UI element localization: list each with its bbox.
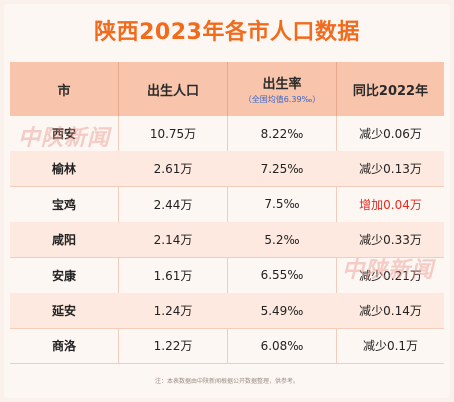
cell-birth-rate: 7.5‰ xyxy=(264,197,300,212)
cell-birth-rate: 8.22‰ xyxy=(260,126,304,141)
header-divider xyxy=(336,62,337,116)
table-row: 榆林 2.61万 7.25‰ 减少0.13万 xyxy=(10,151,444,188)
cell-yoy: 增加0.04万 xyxy=(359,197,422,212)
cell-yoy: 减少0.06万 xyxy=(359,127,422,141)
cell-yoy: 减少0.14万 xyxy=(359,304,422,318)
header-yoy: 同比2022年 xyxy=(337,62,444,116)
header-divider xyxy=(118,62,119,116)
cell-city: 延安 xyxy=(51,304,76,318)
cell-city: 咸阳 xyxy=(51,233,76,248)
header-city-label: 市 xyxy=(57,83,71,99)
header-birth-rate-note: （全国均值6.39‰） xyxy=(243,95,321,104)
cell-city: 商洛 xyxy=(51,339,76,354)
cell-yoy: 减少0.33万 xyxy=(359,233,422,248)
cell-births: 1.22万 xyxy=(153,339,193,354)
cell-births: 2.61万 xyxy=(153,162,193,177)
table-row: 商洛 1.22万 6.08‰ 减少0.1万 xyxy=(10,328,444,365)
page-title: 陕西2023年各市人口数据 xyxy=(94,20,360,45)
cell-city: 榆林 xyxy=(51,162,76,177)
table-header: 市 出生人口 出生率 （全国均值6.39‰） 同比2022年 xyxy=(10,62,444,116)
table-row: 咸阳 2.14万 5.2‰ 减少0.33万 xyxy=(10,222,444,259)
header-birth-rate-label: 出生率 xyxy=(262,77,302,92)
header-births-label: 出生人口 xyxy=(146,83,199,99)
table-row: 安康 1.61万 6.55‰ 减少0.21万 xyxy=(10,258,444,294)
watermark: 中陕新闻 xyxy=(342,258,435,283)
table-body: 西安 10.75万 8.22‰ 减少0.06万榆林 2.61万 7.25‰ 减少0.13万宝… xyxy=(10,116,444,365)
watermark: 中陕新闻 xyxy=(18,126,111,151)
cell-city: 安康 xyxy=(51,268,76,283)
data-card: 陕西2023年各市人口数据 市 出生人口 出生率 （全国均值6.39‰） 同比2… xyxy=(4,4,450,398)
cell-city: 宝鸡 xyxy=(51,197,76,212)
cell-birth-rate: 6.55‰ xyxy=(260,268,304,283)
cell-yoy: 减少0.13万 xyxy=(359,162,422,177)
cell-birth-rate: 7.25‰ xyxy=(260,161,304,176)
header-births: 出生人口 xyxy=(119,62,227,116)
cell-birth-rate: 6.08‰ xyxy=(260,338,304,353)
table-row: 延安 1.24万 5.49‰ 减少0.14万 xyxy=(10,293,444,329)
cell-birth-rate: 5.49‰ xyxy=(260,303,304,318)
header-divider xyxy=(227,62,228,116)
cell-births: 10.75万 xyxy=(149,127,197,141)
cell-city: 西安 xyxy=(51,127,76,141)
footer-note: 注：本表数据由中陕新闻根据公开数据整理，供参考。 xyxy=(154,378,299,385)
cell-birth-rate: 5.2‰ xyxy=(264,232,300,247)
cell-births: 1.61万 xyxy=(153,268,193,283)
cell-yoy: 减少0.1万 xyxy=(362,339,419,354)
table-row: 宝鸡 2.44万 7.5‰ 增加0.04万 xyxy=(10,187,444,223)
header-city: 市 xyxy=(10,62,118,116)
cell-births: 1.24万 xyxy=(153,304,193,318)
cell-yoy: 减少0.21万 xyxy=(359,268,422,283)
header-yoy-label: 同比2022年 xyxy=(352,83,429,99)
cell-births: 2.14万 xyxy=(153,233,193,248)
cell-births: 2.44万 xyxy=(153,197,193,212)
header-birth-rate: 出生率 （全国均值6.39‰） xyxy=(228,62,336,116)
